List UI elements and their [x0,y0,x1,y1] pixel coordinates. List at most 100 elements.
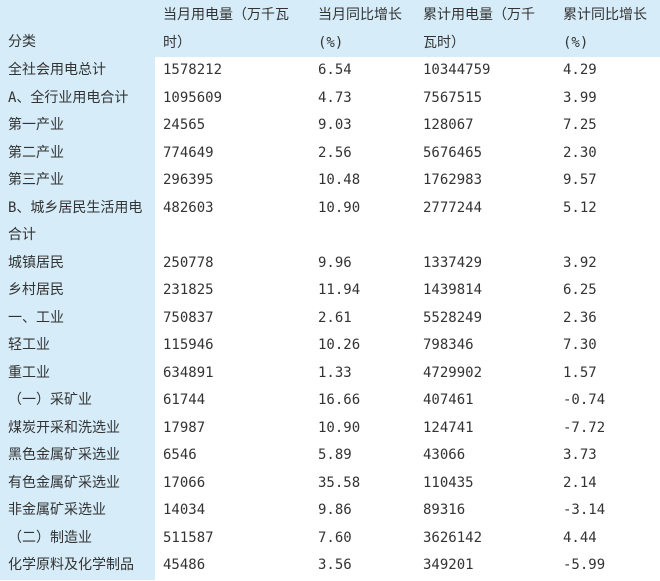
cumulative-consumption-cell: 798346 [415,332,555,360]
month-yoy-growth-cell: 3.56 [310,552,415,580]
category-cell: 城镇居民 [0,249,155,277]
cumulative-yoy-growth-cell: 9.57 [555,167,660,195]
cumulative-consumption-cell: 349201 [415,552,555,580]
category-cell: 第三产业 [0,167,155,195]
category-cell: 有色金属矿采选业 [0,469,155,497]
month-yoy-growth-cell: 2.61 [310,304,415,332]
table-row: 第二产业 774649 2.56 5676465 2.30 [0,139,660,167]
cumulative-consumption-cell: 4729902 [415,359,555,387]
table-row: 城镇居民 250778 9.96 1337429 3.92 [0,249,660,277]
cumulative-consumption-cell: 1762983 [415,167,555,195]
month-consumption-cell: 115946 [155,332,310,360]
table-row: 第三产业 296395 10.48 1762983 9.57 [0,167,660,195]
month-yoy-growth-cell: 6.54 [310,57,415,85]
category-cell: 黑色金属矿采选业 [0,442,155,470]
month-yoy-growth-cell: 10.90 [310,194,415,250]
table-row: A、全行业用电合计 1095609 4.73 7567515 3.99 [0,84,660,112]
cumulative-yoy-growth-cell: 2.30 [555,139,660,167]
category-cell: 非金属矿采选业 [0,497,155,525]
cumulative-yoy-growth-cell: 1.57 [555,359,660,387]
category-cell: 煤炭开采和洗选业 [0,414,155,442]
month-consumption-cell: 17987 [155,414,310,442]
month-yoy-growth-cell: 2.56 [310,139,415,167]
category-cell: 化学原料及化学制品 [0,552,155,580]
month-consumption-cell: 511587 [155,524,310,552]
table-row: 非金属矿采选业 14034 9.86 89316 -3.14 [0,497,660,525]
month-yoy-growth-cell: 1.33 [310,359,415,387]
cumulative-yoy-growth-cell: 6.25 [555,277,660,305]
month-yoy-growth-cell: 9.86 [310,497,415,525]
table-row: 重工业 634891 1.33 4729902 1.57 [0,359,660,387]
cumulative-yoy-growth-cell: 3.92 [555,249,660,277]
category-cell: 一、工业 [0,304,155,332]
month-yoy-growth-cell: 4.73 [310,84,415,112]
column-header-category: 分类 [0,0,155,57]
cumulative-yoy-growth-cell: 7.30 [555,332,660,360]
header-row: 分类 当月用电量（万千瓦时） 当月同比增长(%) 累计用电量（万千瓦时） 累计同… [0,0,660,57]
category-cell: A、全行业用电合计 [0,84,155,112]
column-header-cumulative-yoy-growth: 累计同比增长(%) [555,0,660,57]
month-yoy-growth-cell: 11.94 [310,277,415,305]
cumulative-consumption-cell: 43066 [415,442,555,470]
category-cell: （一）采矿业 [0,387,155,415]
cumulative-yoy-growth-cell: 4.29 [555,57,660,85]
month-yoy-growth-cell: 10.26 [310,332,415,360]
table-row: 化学原料及化学制品 45486 3.56 349201 -5.99 [0,552,660,580]
category-cell: 轻工业 [0,332,155,360]
month-consumption-cell: 482603 [155,194,310,250]
cumulative-consumption-cell: 128067 [415,112,555,140]
month-yoy-growth-cell: 9.96 [310,249,415,277]
month-consumption-cell: 24565 [155,112,310,140]
cumulative-yoy-growth-cell: 2.14 [555,469,660,497]
table-row: （一）采矿业 61744 16.66 407461 -0.74 [0,387,660,415]
category-cell: 第二产业 [0,139,155,167]
column-header-cumulative-consumption: 累计用电量（万千瓦时） [415,0,555,57]
table-row: 一、工业 750837 2.61 5528249 2.36 [0,304,660,332]
month-consumption-cell: 17066 [155,469,310,497]
cumulative-consumption-cell: 10344759 [415,57,555,85]
month-yoy-growth-cell: 9.03 [310,112,415,140]
cumulative-consumption-cell: 5528249 [415,304,555,332]
cumulative-yoy-growth-cell: 4.44 [555,524,660,552]
month-yoy-growth-cell: 10.48 [310,167,415,195]
month-consumption-cell: 250778 [155,249,310,277]
cumulative-consumption-cell: 1337429 [415,249,555,277]
column-header-month-consumption: 当月用电量（万千瓦时） [155,0,310,57]
cumulative-yoy-growth-cell: 7.25 [555,112,660,140]
cumulative-yoy-growth-cell: -7.72 [555,414,660,442]
category-cell: 全社会用电总计 [0,57,155,85]
cumulative-consumption-cell: 3626142 [415,524,555,552]
column-header-month-yoy-growth: 当月同比增长(%) [310,0,415,57]
cumulative-consumption-cell: 2777244 [415,194,555,250]
table-row: 全社会用电总计 1578212 6.54 10344759 4.29 [0,57,660,85]
category-cell: B、城乡居民生活用电合计 [0,194,155,250]
month-consumption-cell: 231825 [155,277,310,305]
cumulative-yoy-growth-cell: 5.12 [555,194,660,250]
table-row: 第一产业 24565 9.03 128067 7.25 [0,112,660,140]
table-body: 全社会用电总计 1578212 6.54 10344759 4.29 A、全行业… [0,57,660,580]
table-header: 分类 当月用电量（万千瓦时） 当月同比增长(%) 累计用电量（万千瓦时） 累计同… [0,0,660,57]
category-cell: 重工业 [0,359,155,387]
table-row: 黑色金属矿采选业 6546 5.89 43066 3.73 [0,442,660,470]
month-consumption-cell: 61744 [155,387,310,415]
month-yoy-growth-cell: 35.58 [310,469,415,497]
table-row: B、城乡居民生活用电合计 482603 10.90 2777244 5.12 [0,194,660,250]
table-row: 乡村居民 231825 11.94 1439814 6.25 [0,277,660,305]
cumulative-consumption-cell: 5676465 [415,139,555,167]
month-yoy-growth-cell: 16.66 [310,387,415,415]
month-consumption-cell: 750837 [155,304,310,332]
month-consumption-cell: 45486 [155,552,310,580]
month-consumption-cell: 6546 [155,442,310,470]
cumulative-yoy-growth-cell: -3.14 [555,497,660,525]
cumulative-yoy-growth-cell: -0.74 [555,387,660,415]
month-consumption-cell: 774649 [155,139,310,167]
month-consumption-cell: 1578212 [155,57,310,85]
month-consumption-cell: 634891 [155,359,310,387]
month-yoy-growth-cell: 5.89 [310,442,415,470]
cumulative-yoy-growth-cell: 3.73 [555,442,660,470]
cumulative-yoy-growth-cell: -5.99 [555,552,660,580]
category-cell: （二）制造业 [0,524,155,552]
cumulative-yoy-growth-cell: 2.36 [555,304,660,332]
month-consumption-cell: 296395 [155,167,310,195]
category-cell: 第一产业 [0,112,155,140]
